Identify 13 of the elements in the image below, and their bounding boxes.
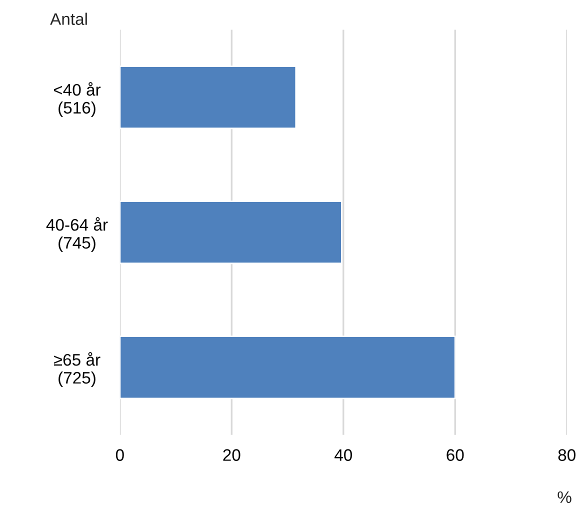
y-tick-label: <40 år (516)	[54, 82, 101, 117]
x-tick-label: 20	[223, 449, 240, 461]
y-tick-label: ≥65 år (725)	[54, 352, 100, 388]
y-axis-title: Antal	[50, 12, 87, 25]
bar	[120, 200, 342, 264]
x-tick-label: 40	[334, 449, 352, 461]
y-tick-label: 40-64 år (745)	[46, 217, 108, 252]
x-axis-title: %	[558, 491, 572, 503]
bar	[120, 336, 456, 400]
bar	[120, 66, 297, 130]
x-tick-label: 60	[446, 449, 464, 461]
x-tick-label: 0	[116, 449, 124, 461]
x-tick-label: 80	[558, 449, 576, 461]
